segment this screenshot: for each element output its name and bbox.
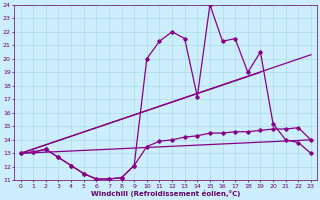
X-axis label: Windchill (Refroidissement éolien,°C): Windchill (Refroidissement éolien,°C) [91,190,240,197]
